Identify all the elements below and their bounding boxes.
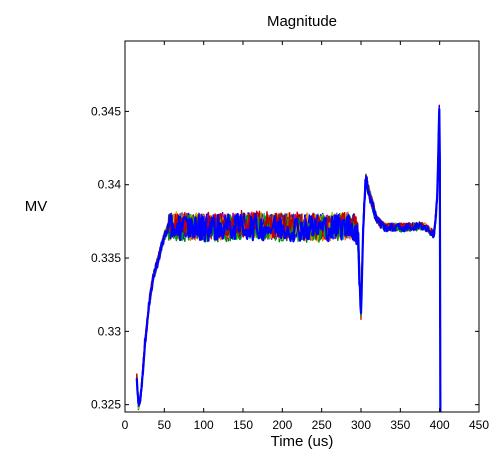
plot-frame <box>124 40 480 413</box>
x-tick-label: 400 <box>430 418 450 432</box>
series-line <box>136 104 442 412</box>
series-line <box>136 107 442 412</box>
y-axis-ticks: 0.325 0.33 0.335 0.34 0.345 <box>91 104 479 412</box>
series-layer <box>135 104 442 412</box>
y-axis-label: MV <box>25 198 48 215</box>
series-line <box>136 104 442 412</box>
series-line <box>136 108 442 412</box>
x-tick-label: 50 <box>158 418 172 432</box>
y-tick-label: 0.34 <box>98 178 122 192</box>
x-tick-label: 350 <box>390 418 410 432</box>
x-tick-label: 100 <box>194 418 214 432</box>
x-axis-ticks: 0 50 100 150 200 250 300 350 400 450 <box>122 41 489 432</box>
series-line <box>136 106 442 412</box>
y-tick-label: 0.335 <box>91 251 121 265</box>
series-line <box>136 108 442 412</box>
y-tick-label: 0.345 <box>91 104 121 118</box>
x-tick-label: 250 <box>312 418 332 432</box>
series-line <box>136 109 442 412</box>
x-tick-label: 450 <box>469 418 489 432</box>
x-tick-label: 200 <box>272 418 292 432</box>
series-line <box>135 107 442 412</box>
series-line <box>136 107 442 412</box>
series-line <box>136 107 442 412</box>
y-tick-label: 0.33 <box>98 324 122 338</box>
x-axis-label: Time (us) <box>271 433 334 450</box>
x-tick-label: 0 <box>122 418 129 432</box>
series-line <box>136 105 442 412</box>
x-tick-label: 150 <box>233 418 253 432</box>
series-line <box>136 108 442 412</box>
y-tick-label: 0.325 <box>91 398 121 412</box>
chart-title: Magnitude <box>267 13 337 30</box>
x-tick-label: 300 <box>351 418 371 432</box>
